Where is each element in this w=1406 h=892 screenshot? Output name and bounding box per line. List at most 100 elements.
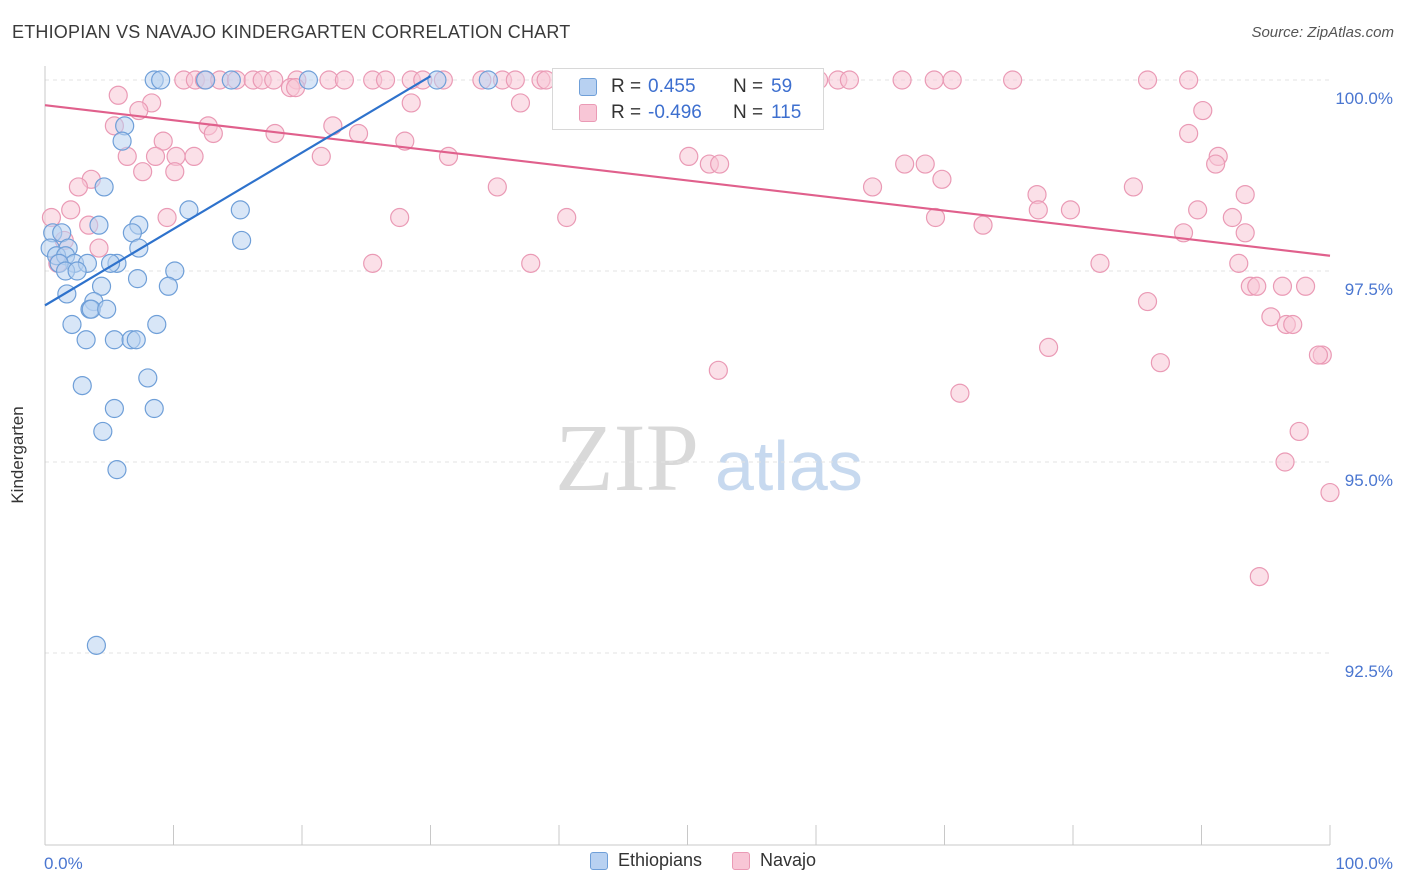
navajo-point xyxy=(839,70,860,90)
navajo-point xyxy=(1137,291,1158,312)
axes xyxy=(44,66,1331,846)
watermark-atlas: atlas xyxy=(715,427,863,505)
ethiopians-point xyxy=(138,368,158,388)
navajo-point xyxy=(505,70,525,90)
navajo-point xyxy=(1247,276,1267,296)
ethiopians-point xyxy=(97,299,117,319)
navajo-trend-line xyxy=(44,104,1331,257)
x-tick-label-min: 0.0% xyxy=(44,854,83,873)
ethiopians-point xyxy=(104,330,124,350)
navajo-point xyxy=(1261,307,1281,327)
source-credit: Source: ZipAtlas.com xyxy=(1251,24,1394,41)
navajo-point xyxy=(1038,337,1059,357)
navajo-swatch xyxy=(579,104,597,122)
r-label: R = xyxy=(611,102,642,123)
navajo-point xyxy=(1179,123,1199,144)
y-tick-label: 92.5% xyxy=(1345,662,1393,681)
ethiopians-point xyxy=(107,460,127,480)
r-value-navajo: -0.496 xyxy=(648,102,702,123)
n-value-navajo: 115 xyxy=(771,102,802,123)
legend-item-ethiopians[interactable]: Ethiopians xyxy=(589,850,703,871)
y-tick-label: 97.5% xyxy=(1345,280,1393,299)
navajo-point xyxy=(892,70,912,90)
navajo-point xyxy=(487,177,507,197)
navajo-point xyxy=(438,146,459,166)
navajo-point xyxy=(521,253,541,273)
navajo-point xyxy=(1249,566,1269,587)
navajo-point xyxy=(950,383,970,403)
ethiopians-point xyxy=(112,131,132,151)
tick-labels: 92.5% 95.0% 97.5% 100.0% 0.0% 100.0% xyxy=(44,89,1393,873)
navajo-point xyxy=(61,200,81,220)
navajo-point xyxy=(1003,70,1023,90)
ethiopians-point xyxy=(230,200,250,220)
navajo-point xyxy=(323,116,343,136)
x-tick-label-max: 100.0% xyxy=(1335,854,1393,873)
ethiopians-point xyxy=(151,70,171,90)
ethiopians-point xyxy=(89,215,109,235)
navajo-point xyxy=(264,70,284,90)
ethiopians-point xyxy=(72,376,92,396)
navajo-point xyxy=(924,70,944,90)
navajo-point xyxy=(68,177,89,197)
navajo-point xyxy=(108,85,128,105)
r-value-ethiopians: 0.455 xyxy=(648,76,696,97)
ethiopians-point xyxy=(478,70,498,90)
legend-label-navajo: Navajo xyxy=(760,850,817,870)
navajo-point xyxy=(1188,200,1208,220)
navajo-point xyxy=(311,146,331,166)
ethiopians-legend-swatch xyxy=(589,851,608,870)
navajo-point xyxy=(1295,276,1316,296)
navajo-point xyxy=(1179,70,1199,90)
navajo-point xyxy=(1235,223,1255,243)
navajo-point xyxy=(203,123,223,144)
r-label: R = xyxy=(611,76,642,97)
navajo-point xyxy=(1272,276,1293,296)
chart-title: ETHIOPIAN VS NAVAJO KINDERGARTEN CORRELA… xyxy=(12,22,571,42)
ethiopians-point xyxy=(147,314,167,335)
navajo-point xyxy=(1090,253,1110,273)
navajo-point xyxy=(1137,70,1158,90)
navajo-point xyxy=(932,169,952,189)
navajo-point xyxy=(557,207,577,228)
navajo-point xyxy=(1150,353,1170,373)
ethiopians-point xyxy=(62,314,82,335)
navajo-point xyxy=(942,70,962,90)
n-label: N = xyxy=(733,102,764,123)
navajo-point xyxy=(895,154,915,174)
grid-lines xyxy=(45,79,1330,654)
navajo-point xyxy=(1206,154,1226,174)
navajo-point xyxy=(348,123,369,144)
navajo-point xyxy=(334,70,355,90)
ethiopians-point xyxy=(104,398,124,419)
navajo-legend-swatch xyxy=(732,851,751,870)
y-tick-label: 95.0% xyxy=(1345,471,1393,490)
navajo-point xyxy=(395,131,415,151)
legend-item-navajo[interactable]: Navajo xyxy=(732,850,816,871)
n-value-ethiopians: 59 xyxy=(771,76,793,97)
navajo-point xyxy=(401,93,421,113)
ethiopians-point xyxy=(196,70,216,90)
navajo-point xyxy=(915,154,935,174)
stats-legend: R = 0.455 N = 59 R = -0.496 N = 115 xyxy=(552,68,824,130)
ethiopians-point xyxy=(86,635,107,655)
navajo-point xyxy=(1123,177,1143,197)
ethiopians-point xyxy=(67,261,87,281)
navajo-point xyxy=(153,131,173,151)
navajo-point xyxy=(133,162,153,182)
navajo-point xyxy=(710,154,730,174)
legend-label-ethiopians: Ethiopians xyxy=(617,850,703,870)
navajo-point xyxy=(145,146,166,166)
navajo-point xyxy=(1283,314,1303,335)
navajo-point xyxy=(862,177,883,197)
watermark-zip: ZIP xyxy=(555,404,699,511)
navajo-point xyxy=(1275,452,1295,472)
navajo-point xyxy=(708,360,728,380)
ethiopians-point xyxy=(427,70,447,90)
navajo-point xyxy=(1308,345,1329,365)
ethiopians-point xyxy=(232,230,252,251)
navajo-point xyxy=(510,93,531,113)
navajo-point xyxy=(1222,207,1242,228)
navajo-point xyxy=(1193,100,1213,121)
